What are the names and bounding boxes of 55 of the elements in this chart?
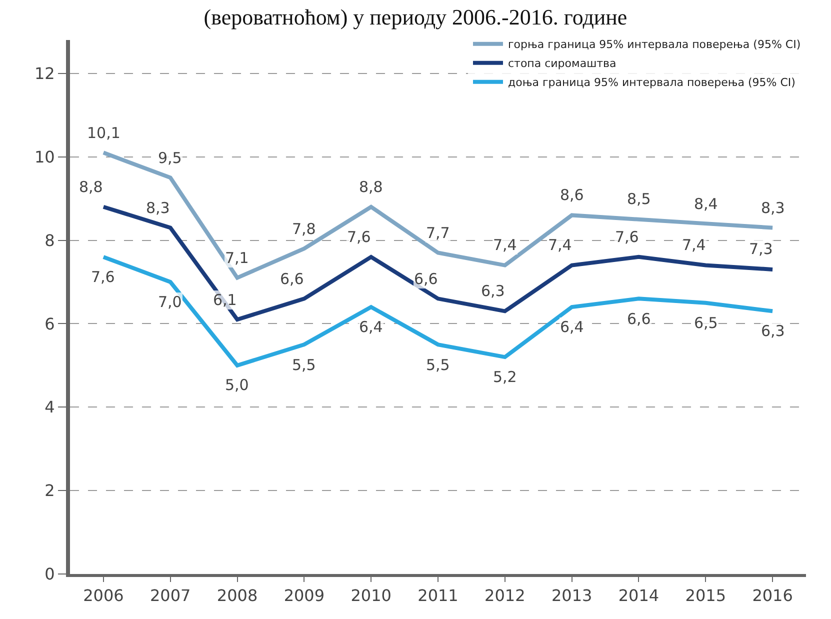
y-tick-label: 10: [34, 147, 55, 166]
y-tick-label: 6: [44, 314, 55, 334]
x-tick-label: 2007: [150, 586, 191, 606]
data-label: 6,6: [414, 270, 438, 288]
y-tick-label: 12: [34, 64, 55, 83]
data-label: 8,5: [627, 190, 651, 208]
x-tick-label: 2014: [618, 586, 660, 606]
legend-label: стопа сиромаштва: [508, 57, 616, 70]
data-label: 7,6: [615, 228, 639, 246]
y-tick-label: 0: [44, 564, 55, 584]
data-label: 7,6: [347, 228, 371, 246]
x-tick-label: 2011: [418, 586, 458, 606]
chart-title: (вероватноћом) у периоду 2006.-2016. године: [204, 4, 628, 30]
x-tick-label: 2009: [284, 586, 325, 606]
data-label: 8,8: [79, 178, 103, 196]
data-label: 7,0: [158, 293, 182, 311]
data-label: 6,3: [761, 322, 785, 340]
y-tick-label: 8: [44, 230, 55, 250]
data-label: 10,1: [87, 124, 120, 142]
data-label: 5,5: [426, 356, 450, 374]
data-label: 6,6: [280, 270, 304, 288]
data-label: 8,8: [359, 178, 383, 196]
x-tick-label: 2013: [551, 586, 592, 606]
data-label: 7,8: [292, 220, 316, 238]
x-tick-label: 2015: [685, 586, 726, 606]
data-label: 6,6: [627, 310, 651, 328]
data-label: 7,3: [749, 240, 773, 258]
x-tick-label: 2012: [484, 586, 526, 606]
x-tick-label: 2010: [350, 586, 392, 606]
data-label: 9,5: [158, 149, 182, 167]
data-label: 5,5: [292, 356, 316, 374]
data-label: 6,5: [694, 314, 718, 332]
y-tick-label: 2: [44, 481, 55, 500]
data-label: 7,4: [548, 236, 572, 254]
data-label: 6,4: [560, 318, 584, 336]
data-label: 7,1: [225, 249, 249, 267]
y-tick-label: 4: [44, 398, 55, 417]
x-tick-label: 2016: [752, 586, 793, 606]
data-label: 5,0: [225, 376, 249, 394]
data-label: 6,4: [359, 318, 383, 336]
data-label: 7,7: [426, 224, 450, 242]
x-tick-label: 2008: [216, 586, 258, 606]
legend-label: доња граница 95% интервала поверења (95% CI): [508, 76, 796, 90]
data-label: 7,4: [682, 236, 706, 254]
data-label: 8,6: [560, 186, 584, 204]
data-label: 8,3: [146, 199, 170, 217]
data-label: 5,2: [493, 368, 517, 386]
data-label: 7,6: [91, 268, 115, 286]
data-label: 6,3: [481, 282, 505, 300]
legend-label: горња граница 95% интервала поверења (95% CI): [508, 38, 801, 52]
data-label: 8,3: [761, 199, 785, 217]
data-label: 6,1: [213, 291, 237, 309]
data-label: 7,4: [493, 236, 517, 254]
x-tick-label: 2006: [83, 586, 124, 606]
data-label: 8,4: [694, 195, 718, 213]
